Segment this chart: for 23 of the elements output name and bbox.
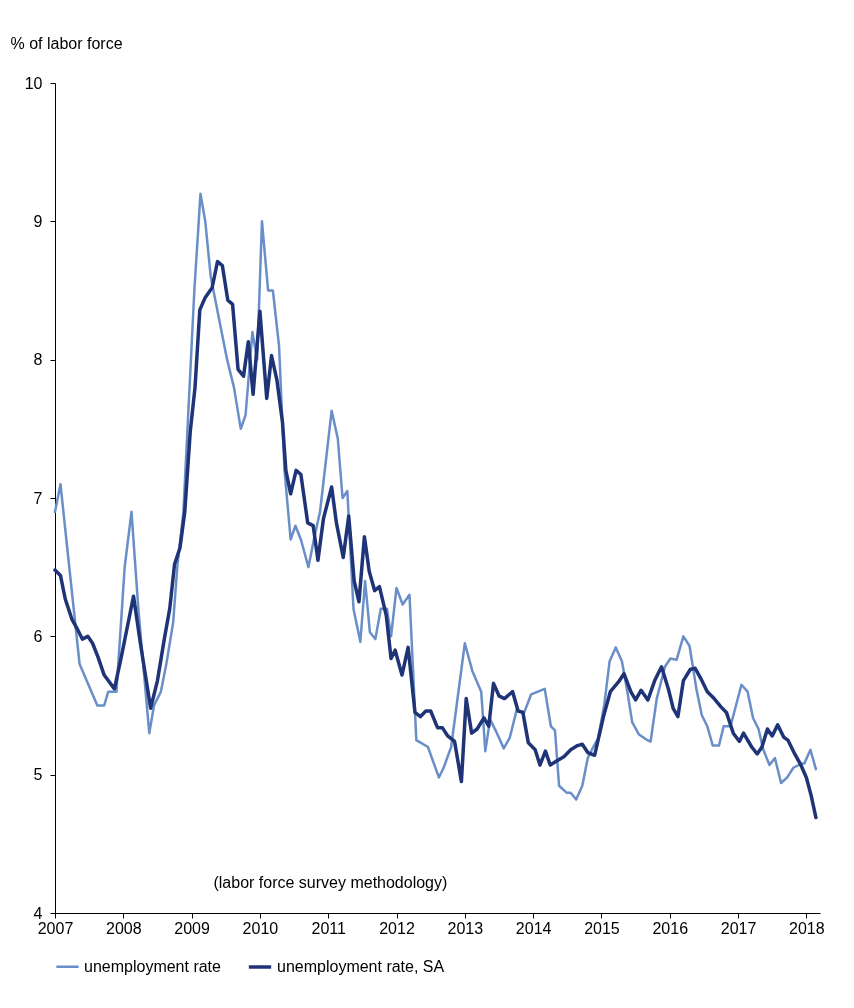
x-tick-label: 2015: [584, 919, 620, 937]
x-tick-label: 2011: [311, 919, 347, 937]
x-tick-label: 2018: [789, 919, 825, 937]
x-tick-label: 2013: [447, 919, 484, 937]
x-tick-label: 2010: [242, 919, 279, 937]
y-tick-label: 6: [33, 627, 43, 645]
x-tick-label: 2012: [379, 919, 415, 937]
legend-label: unemployment rate, SA: [277, 958, 445, 975]
x-tick-label: 2017: [720, 919, 757, 937]
x-tick-label: 2008: [106, 919, 142, 937]
y-tick-label: 4: [33, 904, 43, 922]
y-tick-label: 9: [33, 212, 43, 230]
y-tick-label: 8: [33, 351, 43, 369]
y-tick-label: 10: [24, 74, 43, 92]
x-tick-label: 2009: [174, 919, 211, 937]
x-tick-label: 2007: [37, 919, 74, 937]
annotation: (labor force survey methodology): [213, 874, 448, 891]
x-tick-label: 2014: [515, 919, 552, 937]
y-axis-title: % of labor force: [10, 34, 123, 52]
x-tick-label: 2016: [652, 919, 689, 937]
legend-label: unemployment rate: [84, 957, 222, 975]
y-tick-label: 7: [33, 489, 43, 507]
y-tick-label: 5: [33, 766, 43, 784]
